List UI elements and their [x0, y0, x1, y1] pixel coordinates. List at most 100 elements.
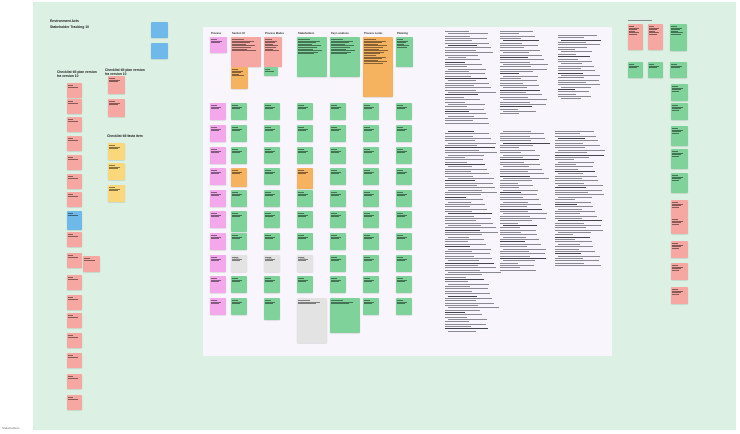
sticky-note[interactable]: [151, 22, 168, 38]
sticky-note[interactable]: [396, 190, 412, 207]
sticky-note[interactable]: [297, 233, 313, 250]
sticky-note[interactable]: [297, 125, 313, 142]
sticky-note[interactable]: [330, 211, 346, 228]
sticky-note[interactable]: [671, 84, 688, 101]
sticky-note[interactable]: [396, 276, 412, 293]
sticky-note[interactable]: [264, 276, 280, 293]
sticky-note[interactable]: [210, 125, 226, 142]
sticky-note[interactable]: [231, 211, 247, 232]
sticky-note[interactable]: [330, 298, 360, 333]
sticky-note[interactable]: [648, 24, 663, 50]
sticky-note[interactable]: [363, 211, 379, 228]
sticky-note[interactable]: [231, 255, 247, 272]
sticky-note[interactable]: [396, 255, 412, 272]
sticky-note[interactable]: [297, 103, 313, 120]
sticky-note[interactable]: [231, 298, 247, 315]
sticky-note[interactable]: [264, 125, 280, 142]
sticky-note[interactable]: [231, 67, 248, 89]
sticky-note[interactable]: [67, 192, 82, 207]
sticky-note[interactable]: [671, 217, 688, 234]
sticky-note[interactable]: [396, 168, 412, 185]
sticky-note[interactable]: [330, 125, 346, 142]
sticky-note[interactable]: [363, 255, 379, 272]
sticky-note[interactable]: [363, 37, 393, 97]
sticky-note[interactable]: [264, 67, 278, 76]
sticky-note[interactable]: [67, 313, 82, 328]
sticky-note[interactable]: [330, 147, 346, 164]
sticky-note[interactable]: [67, 136, 82, 151]
sticky-note[interactable]: [628, 24, 643, 50]
sticky-note[interactable]: [297, 255, 313, 272]
sticky-note[interactable]: [67, 232, 82, 247]
sticky-note[interactable]: [210, 37, 227, 53]
sticky-note[interactable]: [396, 125, 412, 142]
sticky-note[interactable]: [330, 255, 346, 272]
sticky-note[interactable]: [396, 233, 412, 250]
sticky-note[interactable]: [297, 190, 313, 207]
sticky-note[interactable]: [231, 37, 261, 67]
sticky-note[interactable]: [264, 298, 280, 320]
sticky-note[interactable]: [363, 276, 379, 293]
sticky-note[interactable]: [363, 298, 379, 315]
sticky-note[interactable]: [67, 117, 82, 132]
sticky-note[interactable]: [67, 374, 82, 389]
sticky-note[interactable]: [396, 103, 412, 120]
sticky-note[interactable]: [670, 24, 687, 51]
sticky-note[interactable]: [67, 253, 82, 268]
sticky-note[interactable]: [297, 147, 313, 164]
sticky-note[interactable]: [264, 103, 280, 120]
sticky-note[interactable]: [67, 99, 82, 114]
sticky-note[interactable]: [264, 233, 280, 250]
sticky-note[interactable]: [396, 37, 413, 67]
sticky-note[interactable]: [231, 103, 247, 120]
sticky-note[interactable]: [297, 168, 313, 189]
sticky-note[interactable]: [671, 149, 688, 169]
sticky-note[interactable]: [67, 353, 82, 368]
sticky-note[interactable]: [363, 147, 379, 164]
sticky-note[interactable]: [363, 125, 379, 142]
sticky-note[interactable]: [67, 275, 82, 290]
sticky-note[interactable]: [231, 233, 247, 250]
sticky-note[interactable]: [231, 276, 247, 293]
sticky-note[interactable]: [330, 37, 360, 77]
sticky-note[interactable]: [108, 99, 125, 117]
sticky-note[interactable]: [297, 276, 313, 293]
sticky-note[interactable]: [264, 168, 280, 185]
sticky-note[interactable]: [670, 62, 687, 78]
sticky-note[interactable]: [108, 143, 125, 160]
sticky-note[interactable]: [210, 190, 226, 207]
sticky-note[interactable]: [297, 37, 327, 77]
sticky-note[interactable]: [264, 255, 280, 272]
sticky-note[interactable]: [396, 298, 412, 315]
sticky-note[interactable]: [231, 125, 247, 142]
sticky-note[interactable]: [671, 287, 688, 304]
sticky-note[interactable]: [67, 83, 82, 98]
sticky-note[interactable]: [210, 298, 226, 315]
sticky-note[interactable]: [108, 185, 125, 202]
sticky-note[interactable]: [210, 255, 226, 272]
sticky-note[interactable]: [264, 37, 282, 67]
sticky-note[interactable]: [210, 168, 226, 185]
sticky-note[interactable]: [671, 103, 688, 120]
sticky-note[interactable]: [108, 163, 125, 180]
sticky-note[interactable]: [231, 147, 247, 164]
sticky-note[interactable]: [231, 190, 247, 207]
sticky-note[interactable]: [264, 211, 280, 228]
sticky-note[interactable]: [210, 103, 226, 120]
sticky-note[interactable]: [363, 190, 379, 207]
sticky-note[interactable]: [67, 333, 82, 348]
sticky-note[interactable]: [67, 155, 82, 170]
sticky-note[interactable]: [67, 295, 82, 310]
sticky-note[interactable]: [671, 200, 688, 217]
sticky-note[interactable]: [330, 168, 346, 185]
sticky-note[interactable]: [671, 173, 688, 193]
sticky-note[interactable]: [396, 211, 412, 228]
sticky-note[interactable]: [671, 126, 688, 146]
sticky-note[interactable]: [671, 241, 688, 258]
sticky-note[interactable]: [297, 298, 327, 343]
sticky-note[interactable]: [264, 190, 280, 207]
sticky-note[interactable]: [67, 395, 82, 410]
sticky-note[interactable]: [330, 276, 346, 293]
sticky-note[interactable]: [648, 62, 663, 78]
sticky-note[interactable]: [363, 103, 379, 120]
